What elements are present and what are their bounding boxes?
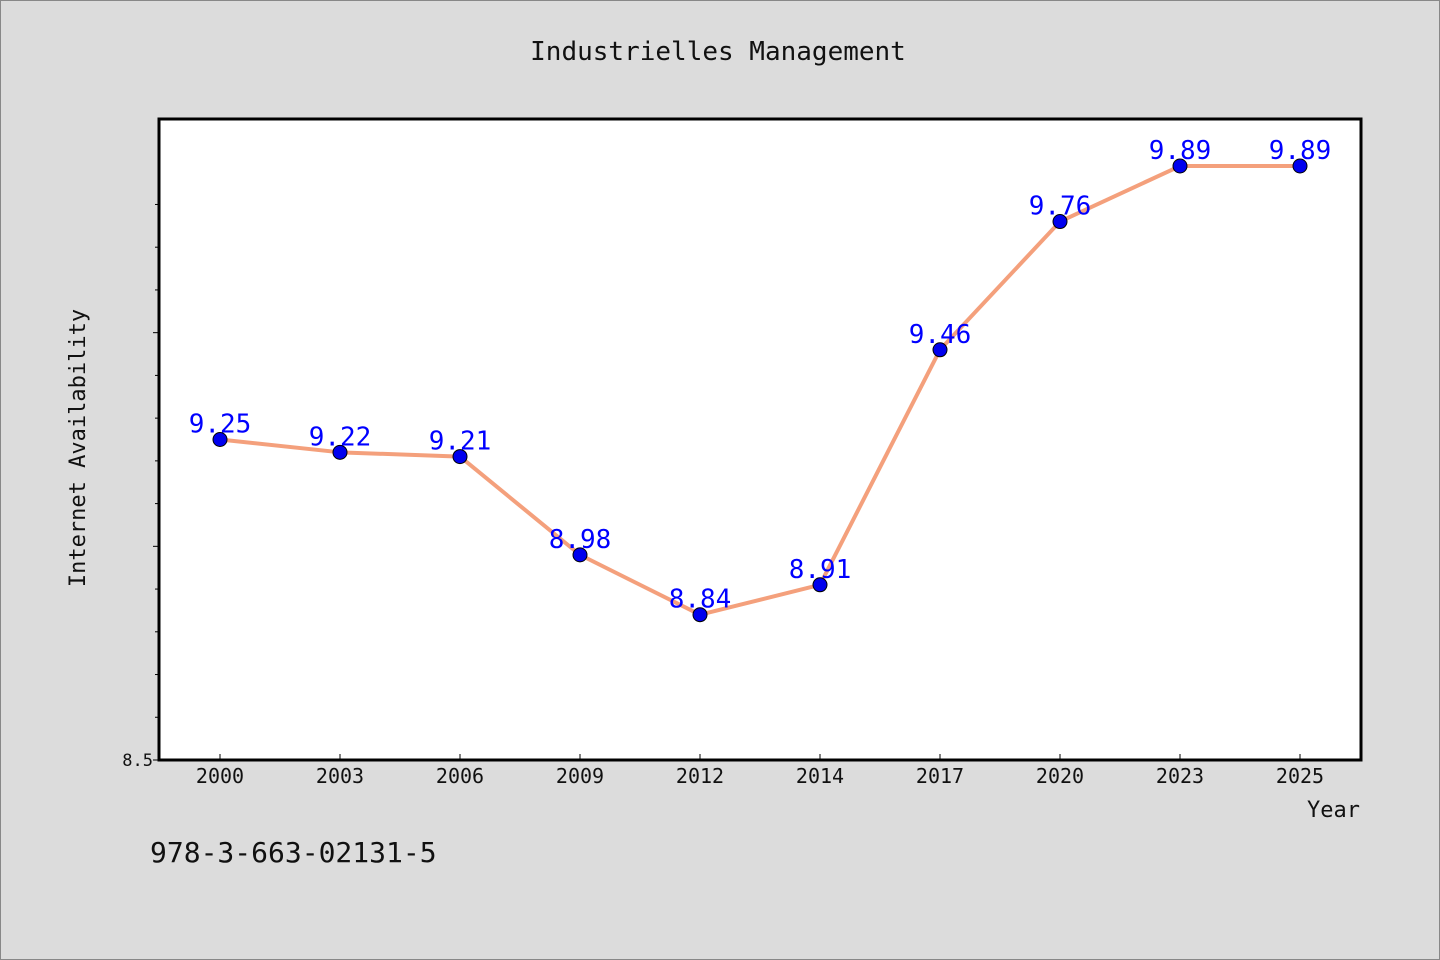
- y-axis-label: Internet Availability: [66, 309, 91, 587]
- chart-title: Industrielles Management: [530, 37, 906, 67]
- data-label: 9.22: [309, 422, 372, 452]
- series-group: 9.25 9.22 9.21 8.98 8.84 8.91 9.46 9.76 9.89 9.89: [189, 136, 1332, 623]
- data-point: [812, 577, 828, 593]
- data-label: 9.89: [1269, 136, 1332, 166]
- x-tick-label: 2003: [316, 764, 364, 788]
- x-axis-ticks: 2000 2003 2006 2009 2012 2014 2017 2020 2023 2025: [196, 754, 1324, 788]
- plot-area: [157, 117, 1363, 762]
- y-tick-label: 8.5: [122, 751, 153, 771]
- data-point: [692, 607, 708, 623]
- x-tick-label: 2020: [1036, 764, 1084, 788]
- x-tick-label: 2023: [1156, 764, 1204, 788]
- data-point: [1052, 214, 1068, 230]
- data-point: [1172, 158, 1188, 174]
- series-line: [219, 164, 1300, 617]
- data-label: 8.91: [789, 555, 852, 585]
- x-tick-label: 2014: [796, 764, 844, 788]
- x-tick-label: 2012: [676, 764, 724, 788]
- data-label: 9.21: [429, 427, 492, 457]
- data-point: [332, 444, 348, 460]
- data-label: 9.76: [1029, 192, 1092, 222]
- data-point: [1292, 158, 1308, 174]
- x-tick-label: 2017: [916, 764, 964, 788]
- data-label: 8.98: [549, 525, 612, 555]
- footer-isbn: 978-3-663-02131-5: [150, 836, 437, 869]
- data-point: [452, 449, 468, 465]
- data-label: 9.89: [1149, 136, 1212, 166]
- x-axis-label: Year: [1307, 798, 1360, 823]
- x-tick-label: 2006: [436, 764, 484, 788]
- y-axis-ticks: 8.5: [122, 203, 159, 771]
- data-point: [572, 547, 588, 563]
- x-tick-label: 2009: [556, 764, 604, 788]
- data-label: 9.46: [909, 320, 972, 350]
- data-point: [932, 342, 948, 358]
- x-tick-label: 2025: [1276, 764, 1324, 788]
- data-label: 8.84: [669, 585, 732, 615]
- data-point: [212, 432, 228, 447]
- data-label: 9.25: [189, 410, 252, 440]
- x-tick-label: 2000: [196, 764, 244, 788]
